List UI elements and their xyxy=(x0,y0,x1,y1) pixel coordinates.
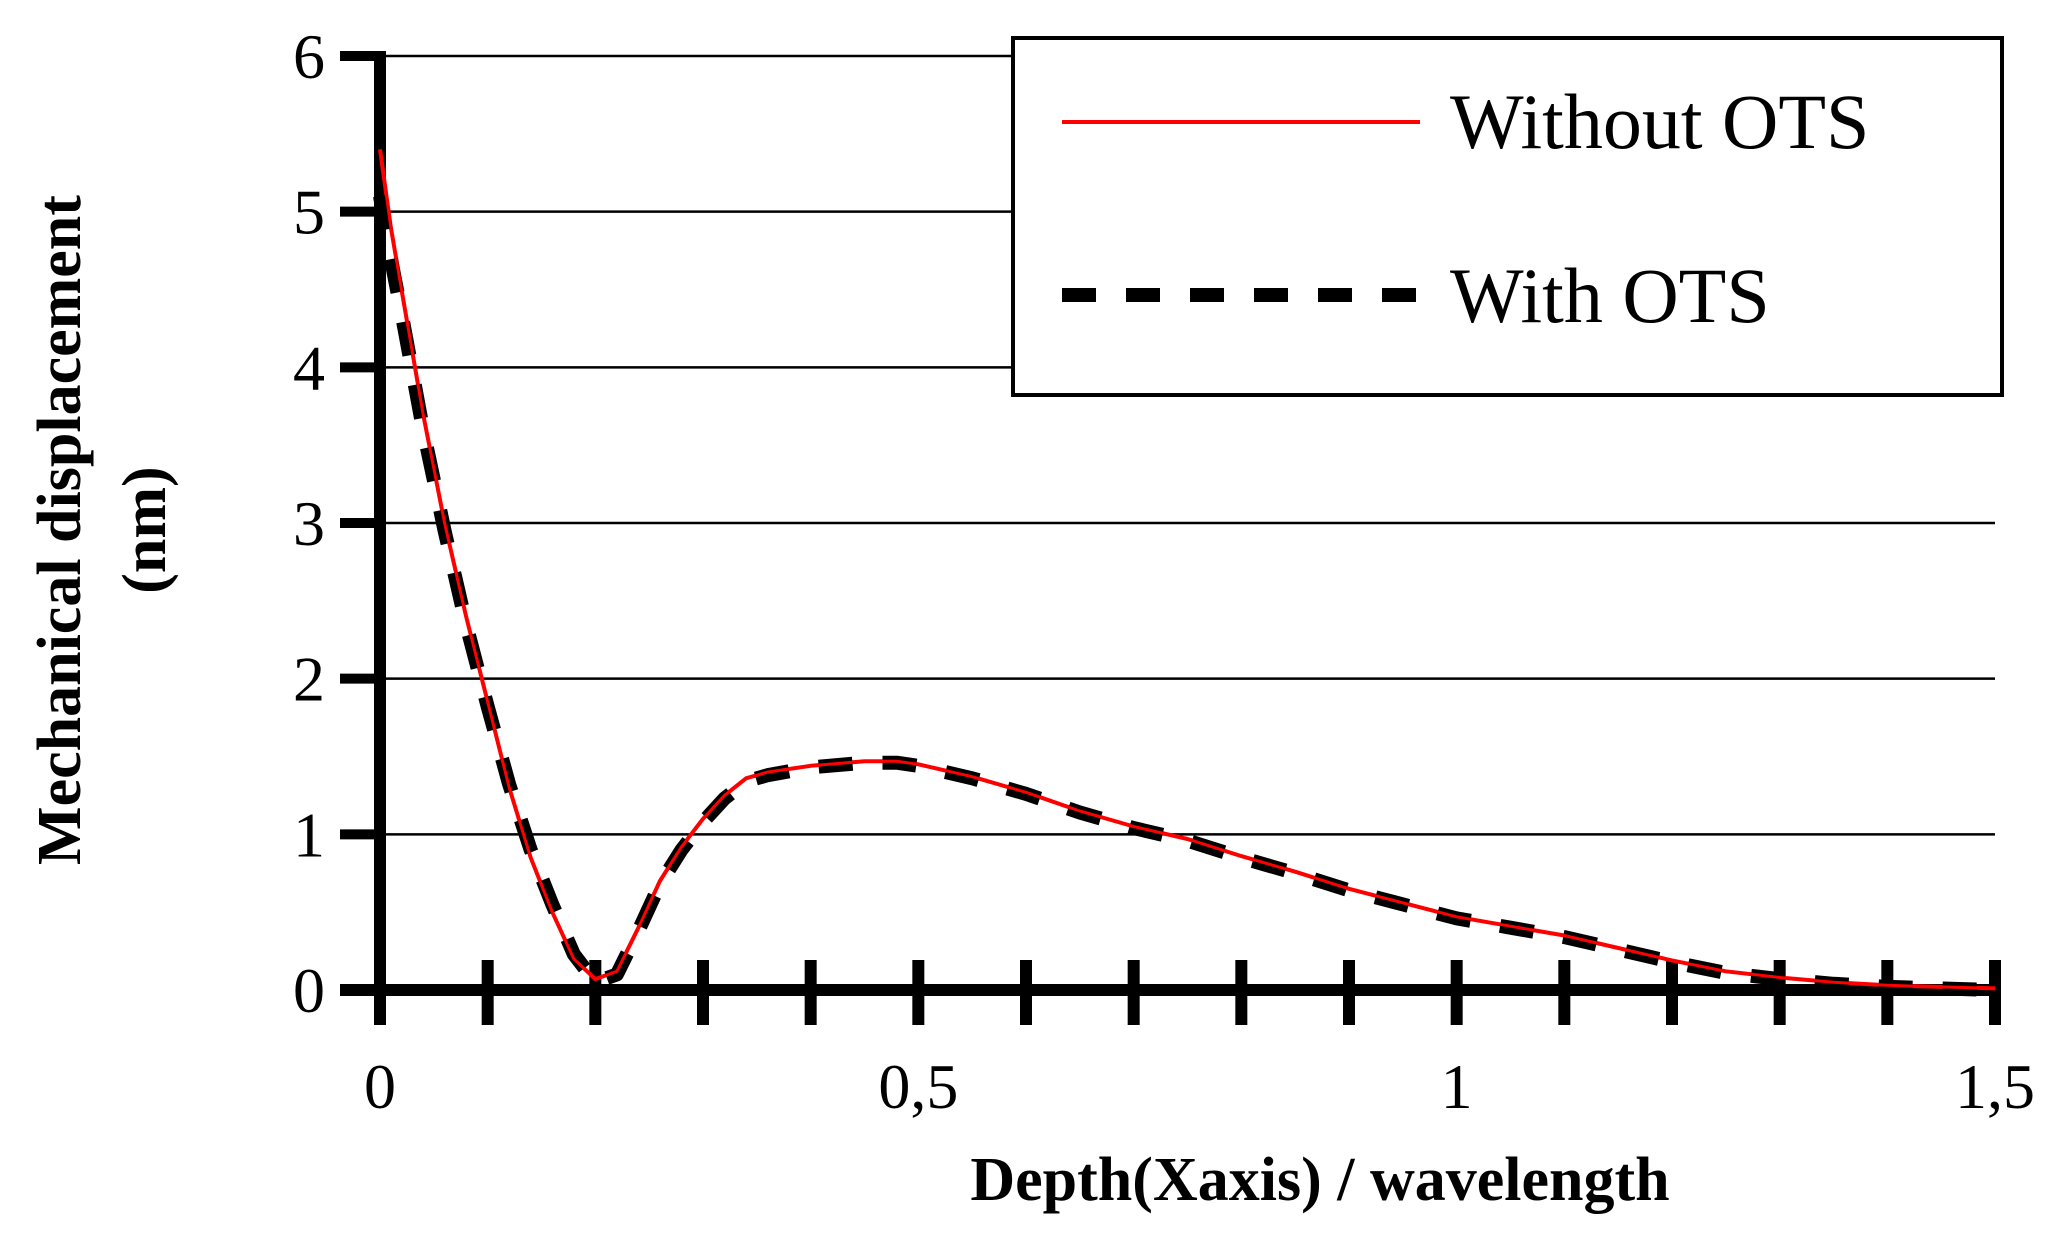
y-axis-unit: (nm) xyxy=(111,466,179,593)
x-tick-label: 1,5 xyxy=(1955,1051,2035,1122)
legend-label-without-ots: Without OTS xyxy=(1450,78,1869,165)
legend-box xyxy=(1011,36,2004,397)
x-tick-label: 0 xyxy=(364,1051,396,1122)
y-tick-label: 0 xyxy=(293,955,325,1026)
tick-labels: 0 1 2 3 4 5 6 0 0,5 1 1,5 xyxy=(293,21,2035,1122)
series-line-without-ots-overlay xyxy=(378,149,1996,990)
y-tick-label: 3 xyxy=(293,488,325,559)
series-lines xyxy=(373,149,1996,997)
legend-label-with-ots: With OTS xyxy=(1450,252,1770,339)
y-tick-label: 4 xyxy=(293,332,325,403)
x-axis-title: Depth(Xaxis) / wavelength xyxy=(970,1146,1669,1214)
y-tick-label: 5 xyxy=(293,177,325,248)
y-tick-label: 6 xyxy=(293,21,325,92)
legend: Without OTS With OTS xyxy=(1011,36,2004,397)
y-axis-title: Mechanical displacement xyxy=(26,195,94,865)
y-tick-label: 1 xyxy=(293,799,325,870)
axes xyxy=(340,51,2001,1025)
y-tick-label: 2 xyxy=(293,644,325,715)
x-tick-label: 1 xyxy=(1441,1051,1473,1122)
x-tick-label: 0,5 xyxy=(878,1051,958,1122)
